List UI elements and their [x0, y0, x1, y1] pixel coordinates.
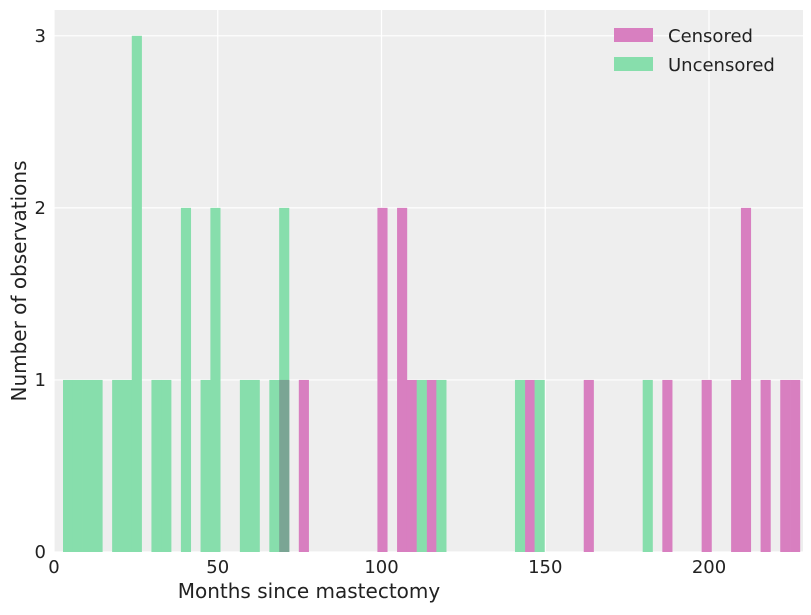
x-tick-labels: 0 50 100 150 200 — [48, 557, 726, 578]
y-tick-label: 0 — [35, 542, 46, 563]
bar-censored — [397, 207, 408, 552]
y-tick-labels: 0 1 2 3 — [35, 26, 46, 563]
bar-uncensored — [180, 207, 192, 552]
bar-uncensored — [112, 379, 123, 552]
legend-label-censored: Censored — [668, 26, 753, 47]
bar-censored — [780, 379, 791, 552]
bar-censored — [406, 379, 418, 552]
bar-uncensored — [200, 379, 211, 552]
bar-overlap — [279, 379, 290, 552]
bar-censored — [524, 379, 535, 552]
bar-censored — [701, 379, 712, 552]
y-tick-label: 2 — [35, 198, 46, 219]
bar-uncensored — [642, 379, 653, 552]
bar-censored — [662, 379, 673, 552]
legend: Censored Uncensored — [614, 26, 775, 76]
bar-uncensored — [72, 379, 83, 552]
bar-censored — [298, 379, 309, 552]
bar-censored — [426, 379, 437, 552]
bar-uncensored — [534, 379, 545, 552]
legend-swatch-uncensored — [614, 57, 653, 71]
y-tick-label: 3 — [35, 26, 46, 47]
bar-uncensored — [92, 379, 103, 552]
bar-uncensored — [131, 35, 142, 553]
bar-uncensored — [151, 379, 162, 552]
bar-censored — [740, 207, 752, 552]
legend-swatch-censored — [614, 28, 653, 42]
bar-uncensored — [239, 379, 250, 552]
bar-uncensored — [82, 379, 93, 552]
x-tick-label: 100 — [364, 557, 398, 578]
bar-uncensored — [161, 379, 172, 552]
x-tick-label: 50 — [206, 557, 229, 578]
bar-uncensored — [514, 379, 526, 552]
bar-uncensored — [121, 379, 133, 552]
bar-censored — [760, 379, 771, 552]
bar-censored — [377, 207, 388, 552]
bar-uncensored — [63, 379, 74, 552]
x-axis-label: Months since mastectomy — [178, 579, 441, 603]
bar-uncensored — [436, 379, 447, 552]
bar-censored — [583, 379, 594, 552]
x-tick-label: 200 — [692, 557, 726, 578]
bar-uncensored — [210, 207, 221, 552]
x-tick-label: 150 — [528, 557, 562, 578]
y-tick-label: 1 — [35, 370, 46, 391]
bar-censored — [790, 379, 801, 552]
bar-uncensored — [249, 379, 260, 552]
bar-uncensored — [416, 379, 427, 552]
x-tick-label: 0 — [48, 557, 59, 578]
bars — [63, 35, 801, 553]
bar-uncensored — [269, 379, 280, 552]
bar-censored — [731, 379, 742, 552]
y-axis-label: Number of observations — [7, 160, 31, 401]
legend-label-uncensored: Uncensored — [668, 55, 775, 76]
